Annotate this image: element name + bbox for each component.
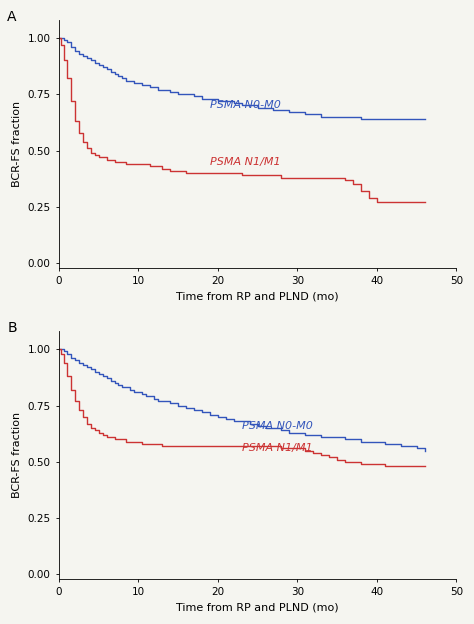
X-axis label: Time from RP and PLND (mo): Time from RP and PLND (mo) [176,603,339,613]
Text: PSMA N1/M1: PSMA N1/M1 [210,157,281,167]
Text: PSMA N0-M0: PSMA N0-M0 [210,100,281,110]
Y-axis label: BCR-FS fraction: BCR-FS fraction [12,412,22,498]
Text: A: A [7,10,17,24]
Y-axis label: BCR-FS fraction: BCR-FS fraction [12,100,22,187]
Text: PSMA N1/M1: PSMA N1/M1 [242,443,312,453]
Text: B: B [7,321,17,335]
X-axis label: Time from RP and PLND (mo): Time from RP and PLND (mo) [176,291,339,301]
Text: PSMA N0-M0: PSMA N0-M0 [242,421,312,431]
